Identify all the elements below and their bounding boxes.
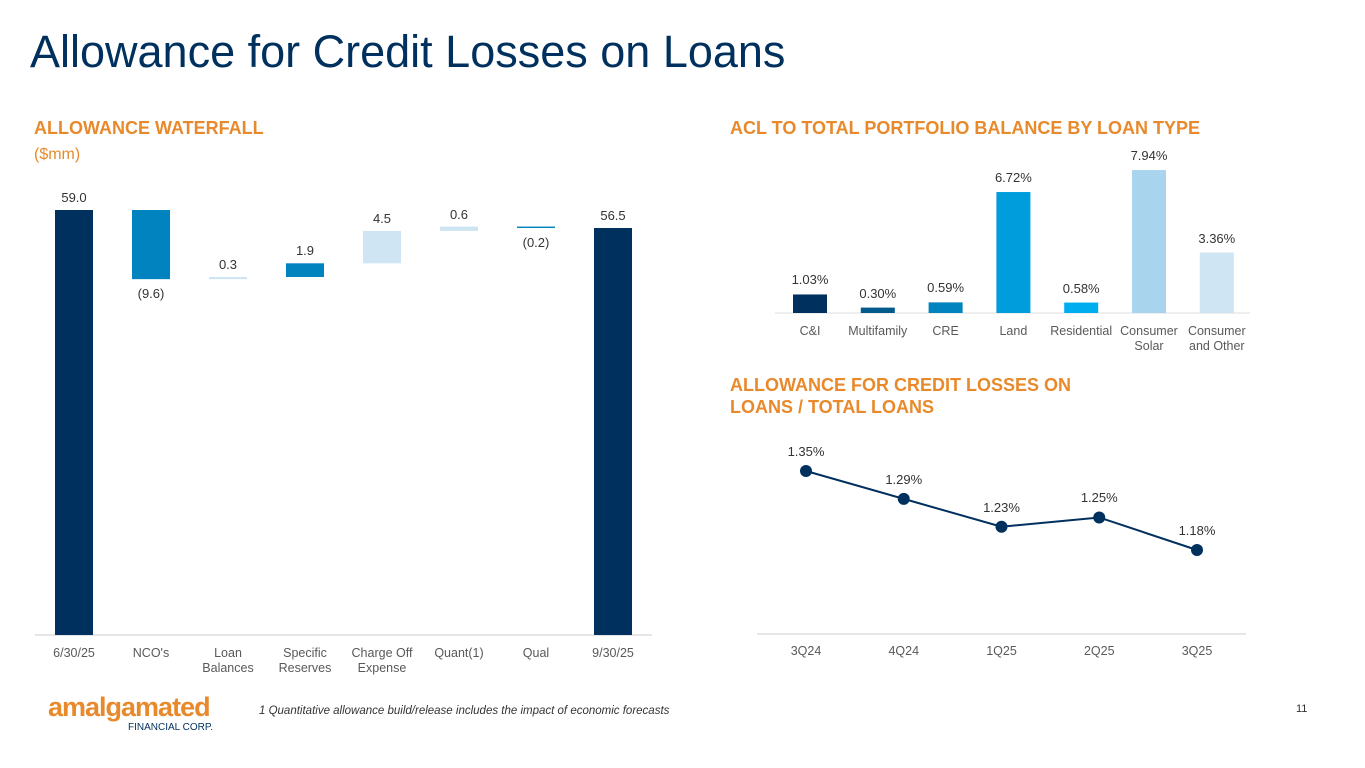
- bar: [286, 263, 324, 277]
- x-tick-label: Charge Off Expense: [351, 646, 413, 675]
- x-tick-label: 4Q24: [888, 644, 920, 658]
- chart-title: ALLOWANCE WATERFALL: [34, 118, 264, 138]
- data-label: 1.9: [295, 243, 315, 259]
- data-label: 4.5: [372, 210, 392, 226]
- data-label: 7.94%: [1130, 148, 1168, 164]
- data-label: 1.03%: [791, 272, 829, 288]
- point: [897, 492, 910, 505]
- page-number: 11: [1296, 703, 1308, 715]
- x-tick-label: Residential: [1050, 324, 1113, 338]
- data-label: 56.5: [600, 208, 626, 223]
- data-label: 1.35%: [787, 444, 825, 459]
- point: [800, 465, 812, 477]
- point: [1191, 544, 1203, 556]
- data-label: 1.23%: [983, 499, 1020, 515]
- x-tick-label: Multifamily: [848, 324, 908, 338]
- x-tick-label: 9/30/25: [592, 646, 634, 660]
- bar: [1132, 170, 1166, 313]
- x-tick-label: 3Q25: [1181, 644, 1213, 658]
- bar: [928, 302, 963, 313]
- chart-title: ALLOWANCE FOR CREDIT LOSSES ON LOANS / T…: [730, 375, 1072, 417]
- data-label: 0.6: [449, 206, 469, 222]
- chart-title: ACL TO TOTAL PORTFOLIO BALANCE BY LOAN T…: [730, 118, 1201, 138]
- data-label: 0.58%: [1062, 280, 1100, 296]
- bar: [440, 226, 478, 231]
- point: [995, 520, 1008, 533]
- x-tick-label: Loan Balances: [202, 646, 254, 675]
- data-label: 1.25%: [1080, 490, 1118, 506]
- data-label: 1.18%: [1178, 523, 1216, 538]
- data-label: 0.3: [218, 256, 238, 272]
- bar: [363, 230, 401, 264]
- x-tick-label: Consumer and Other: [1187, 324, 1246, 353]
- bar: [209, 276, 247, 280]
- logo: amalgamated: [48, 692, 211, 722]
- x-tick-label: Land: [999, 324, 1028, 338]
- bar: [860, 307, 895, 313]
- bar: [1199, 252, 1234, 313]
- x-tick-label: C&I: [799, 324, 821, 338]
- bar: [1064, 302, 1099, 313]
- x-tick-label: 6/30/25: [53, 646, 95, 660]
- chart-subtitle: ($mm): [34, 146, 81, 163]
- data-label: 59.0: [61, 190, 87, 205]
- x-tick-label: 2Q25: [1083, 644, 1115, 658]
- x-tick-label: Qual: [522, 646, 550, 660]
- data-label: 3.36%: [1198, 230, 1236, 246]
- logo-tagline: FINANCIAL CORP.: [128, 722, 214, 733]
- data-label: (0.2): [522, 235, 550, 250]
- data-label: (9.6): [137, 286, 165, 302]
- bar: [594, 228, 632, 635]
- data-label: 0.30%: [859, 285, 897, 301]
- data-label: 0.59%: [927, 280, 965, 296]
- bar: [517, 226, 555, 229]
- x-tick-label: Specific Reserves: [278, 646, 332, 675]
- data-label: 1.29%: [885, 471, 923, 487]
- bar: [55, 210, 93, 635]
- x-tick-label: Quant(1): [434, 646, 484, 660]
- bar: [793, 294, 827, 313]
- x-tick-label: NCO's: [132, 646, 170, 660]
- bar: [132, 210, 170, 280]
- x-tick-label: Consumer Solar: [1120, 324, 1178, 353]
- footnote: 1 Quantitative allowance build/release i…: [259, 705, 670, 717]
- x-tick-label: 1Q25: [986, 644, 1017, 658]
- bar: [996, 192, 1031, 313]
- x-tick-label: CRE: [932, 324, 959, 338]
- point: [1093, 511, 1106, 524]
- slide-title: Allowance for Credit Losses on Loans: [30, 26, 786, 77]
- data-label: 6.72%: [994, 170, 1032, 186]
- x-tick-label: 3Q24: [790, 644, 822, 658]
